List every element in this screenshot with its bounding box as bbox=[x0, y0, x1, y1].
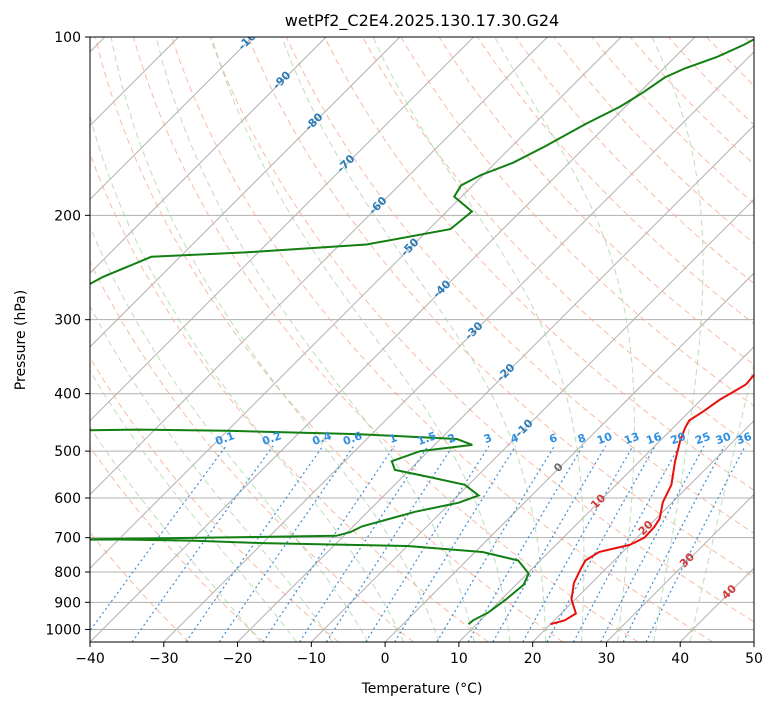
moist-adiabat bbox=[155, 37, 475, 642]
mixing-ratio-line bbox=[645, 445, 746, 642]
dry-adiabat bbox=[323, 37, 754, 491]
y-tick-label: 300 bbox=[54, 313, 81, 329]
mixing-ratio-label: 30 bbox=[714, 430, 733, 448]
mixing-ratio-label: 0.4 bbox=[310, 429, 333, 448]
isotherm--100 bbox=[90, 37, 253, 201]
moist-adiabat bbox=[90, 114, 404, 642]
y-tick-label: 700 bbox=[54, 531, 81, 547]
x-axis-title: Temperature (°C) bbox=[361, 681, 483, 697]
dry-adiabat bbox=[171, 37, 713, 642]
mixing-ratio-label: 2 bbox=[446, 431, 458, 446]
dry-adiabat bbox=[515, 37, 754, 285]
mixing-ratio-label: 8 bbox=[576, 431, 588, 446]
y-axis-title: Pressure (hPa) bbox=[13, 290, 29, 390]
isotherm--20 bbox=[237, 124, 754, 642]
x-tick-label: −10 bbox=[297, 651, 327, 667]
dry-adiabat bbox=[90, 446, 265, 642]
dry-adiabat bbox=[132, 37, 639, 642]
mixing-ratio-line bbox=[546, 445, 656, 642]
mixing-ratio-label: 16 bbox=[644, 430, 663, 448]
mixing-ratio-label: 10 bbox=[595, 430, 614, 448]
dry-adiabat bbox=[90, 260, 414, 642]
isotherm--30 bbox=[163, 51, 754, 642]
x-tick-label: 0 bbox=[381, 651, 390, 667]
isotherm-30 bbox=[606, 493, 754, 642]
moist-adiabat bbox=[494, 37, 635, 642]
mixing-ratio-label: 20 bbox=[669, 430, 688, 448]
moist-adiabat bbox=[90, 369, 297, 642]
mixing-ratio-label: 3 bbox=[482, 431, 494, 446]
mixing-ratio-line bbox=[622, 445, 726, 642]
dry-adiabat bbox=[209, 37, 754, 623]
isotherm--50 bbox=[90, 37, 622, 569]
mixing-ratio-line bbox=[436, 445, 556, 642]
y-tick-label: 400 bbox=[54, 387, 81, 403]
moist-adiabat bbox=[281, 37, 547, 642]
x-tick-label: −20 bbox=[223, 651, 253, 667]
mixing-ratio-line bbox=[262, 445, 395, 642]
dry-adiabat bbox=[476, 37, 754, 325]
isotherm-0 bbox=[384, 272, 754, 642]
moist-adiabat bbox=[90, 225, 369, 642]
mixing-ratio-label: 6 bbox=[547, 431, 559, 446]
plot-area: -100-90-80-70-60-50-40-30-20-10010203040… bbox=[90, 37, 754, 642]
mixing-ratio-line bbox=[522, 445, 634, 642]
y-tick-label: 600 bbox=[54, 491, 81, 507]
mixing-ratio-label: 25 bbox=[693, 430, 712, 447]
mixing-ratio-line bbox=[600, 445, 705, 642]
isotherm--60 bbox=[90, 37, 548, 496]
x-tick-label: 40 bbox=[671, 651, 689, 667]
mixing-ratio-line bbox=[131, 445, 274, 642]
y-tick-label: 800 bbox=[54, 565, 81, 581]
moist-adiabat bbox=[90, 426, 261, 642]
mixing-ratio-label: 1.5 bbox=[416, 429, 439, 448]
mixing-ratio-label: 4 bbox=[509, 431, 521, 446]
y-tick-label: 1000 bbox=[45, 622, 81, 638]
y-tick-label: 500 bbox=[54, 444, 81, 460]
mixing-ratio-label: 0.1 bbox=[214, 429, 237, 448]
mixing-ratio-label: 0.6 bbox=[341, 429, 364, 448]
chart-title: wetPf2_C2E4.2025.130.17.30.G24 bbox=[285, 11, 559, 31]
axes: −40 −30 −20 −10 0 10 20 30 40 5010020030040050060… bbox=[45, 30, 763, 667]
x-tick-label: 10 bbox=[450, 651, 468, 667]
x-tick-label: 20 bbox=[524, 651, 542, 667]
mixing-ratio-line bbox=[467, 445, 584, 642]
moist-adiabat bbox=[689, 362, 754, 642]
dry-adiabat bbox=[438, 37, 754, 366]
isotherm--70 bbox=[90, 37, 475, 422]
y-tick-label: 100 bbox=[54, 30, 81, 46]
temperature-profile bbox=[550, 373, 754, 626]
mixing-ratio-label: 36 bbox=[735, 430, 754, 448]
mixing-ratio-label: 13 bbox=[622, 430, 641, 447]
plot-frame bbox=[89, 36, 755, 643]
mixing-ratio-label: 1 bbox=[387, 431, 399, 446]
moist-adiabat bbox=[110, 37, 440, 642]
isotherm-20 bbox=[532, 419, 754, 642]
mixing-ratio-line bbox=[218, 445, 355, 642]
x-tick-label: 30 bbox=[598, 651, 616, 667]
isotherm--90 bbox=[90, 37, 327, 274]
dry-adiabat bbox=[285, 37, 754, 535]
mixing-ratio-line bbox=[299, 445, 429, 642]
isotherm-10 bbox=[458, 346, 754, 642]
dry-adiabat bbox=[247, 37, 754, 578]
isotherm--80 bbox=[90, 37, 401, 348]
mixing-ratio-label: 0.2 bbox=[260, 429, 283, 448]
moist-adiabat bbox=[90, 304, 333, 642]
y-tick-label: 200 bbox=[54, 208, 81, 224]
x-tick-label: −30 bbox=[149, 651, 179, 667]
dewpoint-profile bbox=[90, 38, 754, 625]
x-tick-label: 50 bbox=[745, 651, 763, 667]
mixing-ratio-line bbox=[492, 445, 607, 642]
moist-adiabat bbox=[651, 37, 704, 642]
mixing-ratio-line bbox=[572, 445, 680, 642]
y-tick-label: 900 bbox=[54, 595, 81, 611]
x-tick-label: −40 bbox=[75, 651, 105, 667]
moist-adiabat bbox=[372, 37, 585, 642]
